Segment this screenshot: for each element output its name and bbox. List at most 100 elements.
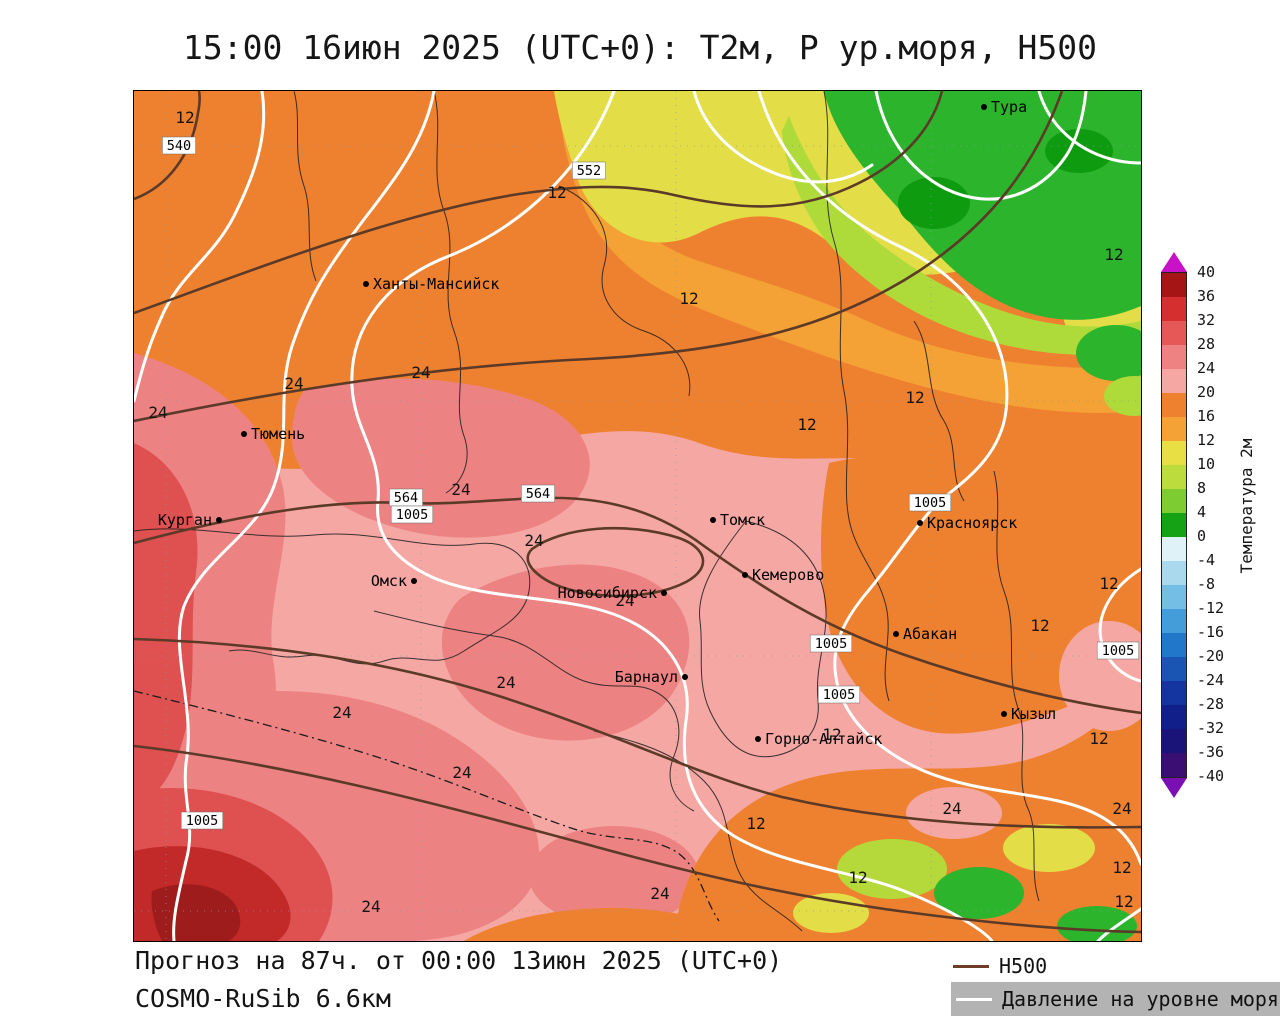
colorbar-tick-label: 8 — [1197, 479, 1207, 497]
colorbar-segment — [1162, 369, 1186, 393]
contour-label-box — [817, 685, 861, 704]
contour-label: 1005 — [1102, 643, 1135, 659]
contour-label: 564 — [526, 486, 550, 502]
contour-label-box — [572, 161, 606, 180]
contour-label: 1005 — [186, 813, 219, 829]
colorbar-tick-label: 40 — [1197, 263, 1216, 281]
colorbar-ticks: 40 36 32 28 24 20 16 12 10 8 4 0 -4 -8 -12 -16 -20 -24 -28… — [1197, 252, 1243, 812]
temp-fill-red-west — [134, 443, 198, 806]
colorbar-tick-label: 10 — [1197, 455, 1216, 473]
temperature-label: 24 — [615, 591, 634, 610]
colorbar-segment — [1162, 753, 1186, 777]
forecast-info: Прогноз на 87ч. от 00:00 13июн 2025 (UTC… — [135, 946, 783, 975]
city-label: Красноярск — [927, 514, 1017, 532]
city-label: Тюмень — [251, 425, 305, 443]
contour-label-box — [390, 505, 434, 524]
colorbar-segment — [1162, 729, 1186, 753]
temperature-label: 24 — [451, 480, 470, 499]
colorbar-segment — [1162, 633, 1186, 657]
city-label: Абакан — [903, 625, 957, 643]
legend-h500-label: Н500 — [999, 954, 1048, 978]
weather-map: 540 552 564 564 1005 1005 1005 1005 1005 1005 12 12… — [133, 90, 1142, 942]
temperature-label: 24 — [332, 703, 351, 722]
temperature-label: 24 — [496, 673, 515, 692]
temperature-label: 12 — [1089, 729, 1108, 748]
temp-fill-salmon-south — [529, 826, 699, 926]
legend-pressure: Давление на уровне моря — [951, 982, 1280, 1016]
colorbar-segment — [1162, 681, 1186, 705]
city-dot — [893, 631, 899, 637]
colorbar-tick-label: -28 — [1197, 695, 1225, 713]
temp-fill-light-orange-band — [559, 111, 1141, 413]
temperature-label: 24 — [942, 799, 961, 818]
city-dot — [682, 674, 688, 680]
city-label: Томск — [720, 511, 765, 529]
city-label: Омск — [371, 572, 407, 590]
city-dot — [363, 281, 369, 287]
temperature-label: 12 — [1114, 892, 1133, 911]
colorbar-tick-label: -36 — [1197, 743, 1225, 761]
temperature-label: 24 — [452, 763, 471, 782]
city-label: Барнаул — [615, 668, 678, 686]
temperature-label: 12 — [547, 183, 566, 202]
city-dot — [661, 590, 667, 596]
colorbar-tick-label: -12 — [1197, 599, 1225, 617]
colorbar-tick-label: -4 — [1197, 551, 1216, 569]
temp-fill-yellow-green-patch-east — [1104, 376, 1141, 416]
contour-label: 564 — [394, 490, 418, 506]
contour-label-box — [180, 811, 224, 830]
colorbar-segment — [1162, 273, 1186, 297]
pressure-isolines — [134, 91, 1141, 941]
temp-fill-salmon-centerwest — [292, 378, 590, 538]
colorbar-tick-label: 0 — [1197, 527, 1207, 545]
contour-label-box — [908, 493, 952, 512]
colorbar-tick-label: -8 — [1197, 575, 1216, 593]
temperature-label: 24 — [1112, 799, 1131, 818]
colorbar-tick-label: -24 — [1197, 671, 1225, 689]
colorbar-segment — [1162, 441, 1186, 465]
colorbar-segment — [1162, 297, 1186, 321]
contour-label: 552 — [577, 163, 601, 179]
colorbar-tick-label: 24 — [1197, 359, 1216, 377]
colorbar-segment — [1162, 417, 1186, 441]
colorbar-segment — [1162, 345, 1186, 369]
colorbar-title: Температура 2м — [1237, 438, 1256, 574]
colorbar-tick-label: 12 — [1197, 431, 1216, 449]
temperature-label: 12 — [1099, 574, 1118, 593]
city-dot — [1001, 711, 1007, 717]
colorbar-segment — [1162, 513, 1186, 537]
colorbar-arrow-down — [1161, 778, 1187, 798]
city-dot — [742, 572, 748, 578]
colorbar-tick-label: 4 — [1197, 503, 1207, 521]
model-info: COSMO-RuSib 6.6км — [135, 984, 391, 1013]
city-dot — [411, 578, 417, 584]
pressure-line-swatch — [956, 997, 992, 1001]
legend-h500: Н500 — [953, 952, 1047, 980]
colorbar-segment — [1162, 705, 1186, 729]
temp-fill-yellowgreen-sayan — [837, 839, 947, 899]
colorbar-segment — [1162, 657, 1186, 681]
temperature-label: 24 — [650, 884, 669, 903]
contour-label: 540 — [167, 138, 191, 154]
colorbar-segments — [1161, 272, 1187, 778]
temperature-fills — [134, 91, 1141, 941]
temp-fill-green-sayan — [934, 867, 1024, 919]
contour-label-box — [521, 484, 555, 503]
city-label: Кызыл — [1011, 705, 1056, 723]
temp-fill-yellow-sayan — [1003, 824, 1095, 872]
contour-label: 1005 — [815, 636, 848, 652]
temperature-label: 12 — [848, 868, 867, 887]
city-label: Ханты-Мансийск — [373, 275, 499, 293]
colorbar-segment — [1162, 537, 1186, 561]
city-dot — [917, 520, 923, 526]
temp-fill-orange-south-strip — [464, 908, 794, 941]
contour-label-box — [809, 634, 853, 653]
colorbar-tick-label: 16 — [1197, 407, 1216, 425]
contour-label: 1005 — [914, 495, 947, 511]
contour-label: 1005 — [823, 687, 856, 703]
contour-label-box — [162, 136, 196, 155]
temperature-label: 12 — [1104, 245, 1123, 264]
temperature-label: 12 — [905, 388, 924, 407]
